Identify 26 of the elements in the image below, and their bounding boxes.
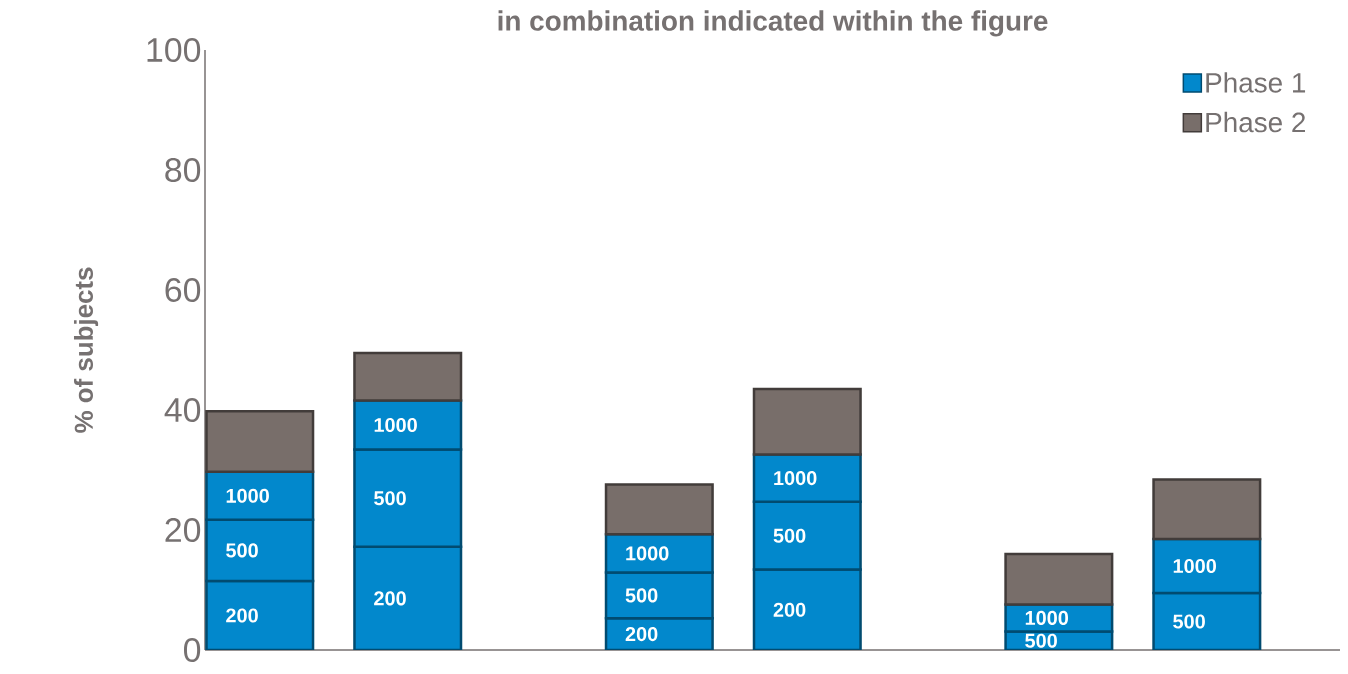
y-tick-label: 80 bbox=[165, 157, 201, 182]
annotation: 200 bbox=[773, 602, 806, 617]
annotation: 1000 bbox=[626, 546, 669, 561]
annotation: 200 bbox=[374, 591, 406, 606]
y-tick-label: 60 bbox=[165, 277, 201, 302]
annotation: 1000 bbox=[226, 488, 269, 503]
annotation: 1000 bbox=[1173, 558, 1216, 574]
annotation: 500 bbox=[1025, 633, 1057, 648]
annotation: 500 bbox=[773, 528, 806, 543]
annotation: 500 bbox=[625, 588, 658, 603]
legend-label: Phase 1 bbox=[1206, 72, 1306, 93]
annotation: 1000 bbox=[1025, 610, 1069, 625]
y-tick-label: 0 bbox=[183, 638, 201, 662]
annotation: 1000 bbox=[774, 471, 817, 486]
y-axis-title: % of subjects bbox=[73, 267, 99, 433]
annotation: 500 bbox=[226, 543, 258, 558]
y-tick-label: 20 bbox=[165, 518, 201, 542]
legend-label: Phase 2 bbox=[1206, 111, 1306, 133]
y-tick-label: 100 bbox=[147, 37, 201, 62]
annotation: 1000 bbox=[374, 417, 417, 433]
annotation: 500 bbox=[1173, 614, 1205, 629]
y-tick-label: 40 bbox=[164, 398, 201, 422]
annotation: 500 bbox=[374, 491, 406, 506]
annotation: 200 bbox=[625, 627, 658, 642]
annotation: 200 bbox=[226, 608, 258, 623]
chart-title: in combination indicated within the figure bbox=[498, 10, 1048, 37]
